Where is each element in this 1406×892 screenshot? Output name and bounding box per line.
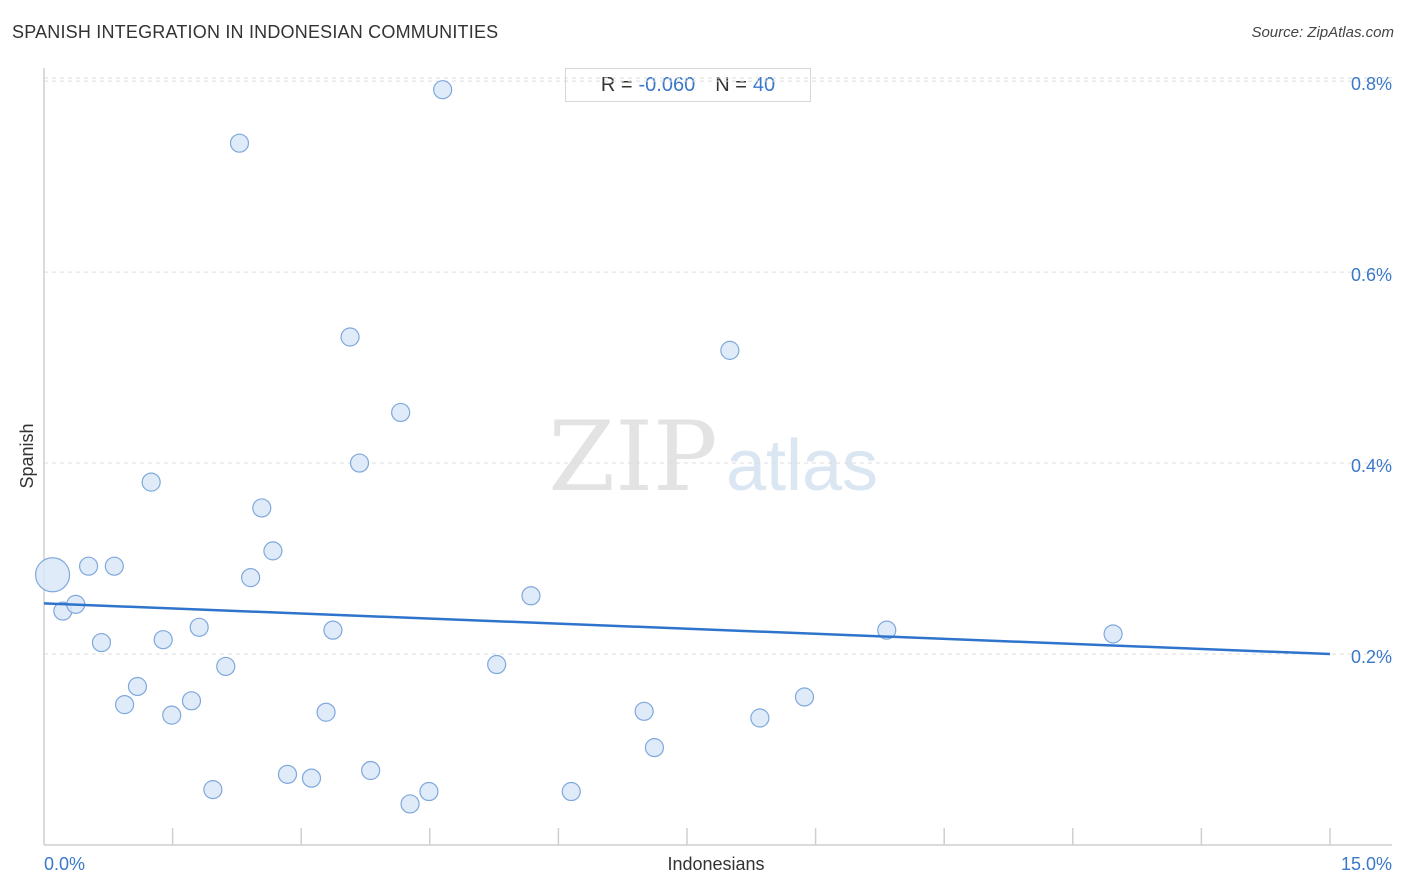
data-point xyxy=(203,780,223,800)
y-tick-labels: 0.8% 0.6% 0.4% 0.2% xyxy=(1351,74,1392,667)
source-label: Source: ZipAtlas.com xyxy=(1251,24,1394,41)
data-point xyxy=(252,498,272,518)
data-point xyxy=(794,687,815,707)
x-tick-label: 15.0% xyxy=(1341,854,1392,874)
data-point xyxy=(127,676,148,697)
y-axis-label: Spanish xyxy=(17,423,37,488)
watermark-zip: ZIP xyxy=(548,401,717,513)
data-point xyxy=(114,695,135,715)
n-label: N = xyxy=(715,73,747,96)
data-point xyxy=(419,781,439,802)
y-tick-label: 0.8% xyxy=(1351,74,1392,94)
stats-box: R = -0.060 N = 40 xyxy=(565,68,811,102)
data-point xyxy=(263,541,283,561)
x-tick-labels: 0.0% 15.0% xyxy=(44,854,1392,874)
data-point xyxy=(189,617,209,637)
data-point xyxy=(91,632,112,653)
r-label: R = xyxy=(600,73,633,96)
n-value: 40 xyxy=(752,73,776,96)
data-point xyxy=(34,557,71,593)
data-point xyxy=(181,691,202,711)
axes xyxy=(43,68,1392,846)
data-point xyxy=(361,760,381,781)
data-point xyxy=(301,768,322,788)
y-tick-label: 0.2% xyxy=(1351,647,1392,667)
data-point xyxy=(316,702,336,722)
trend-line xyxy=(43,602,1331,656)
data-point xyxy=(78,556,99,576)
data-point xyxy=(400,794,420,814)
data-point xyxy=(216,656,236,677)
data-point xyxy=(644,738,665,758)
data-point xyxy=(277,764,298,784)
data-point xyxy=(162,705,182,725)
data-point xyxy=(1103,624,1123,644)
data-point xyxy=(877,620,897,640)
data-point xyxy=(104,556,124,576)
data-points xyxy=(34,80,1123,814)
chart-title: SPANISH INTEGRATION IN INDONESIAN COMMUN… xyxy=(12,22,499,42)
x-tick-label: 0.0% xyxy=(44,854,85,874)
data-point xyxy=(323,620,343,640)
data-point xyxy=(391,402,411,423)
x-ticks xyxy=(171,828,1331,845)
watermark-atlas: atlas xyxy=(726,426,878,506)
grid xyxy=(44,77,1392,655)
y-tick-label: 0.4% xyxy=(1351,456,1392,476)
data-point xyxy=(750,708,770,728)
data-point xyxy=(433,80,453,100)
data-point xyxy=(487,654,507,675)
data-point xyxy=(229,133,250,153)
data-point xyxy=(634,701,654,721)
data-point xyxy=(241,568,261,588)
data-point xyxy=(521,586,541,606)
watermark: ZIP atlas xyxy=(548,401,878,513)
data-point xyxy=(153,630,173,650)
data-point xyxy=(561,781,581,802)
x-axis-label: Indonesians xyxy=(667,854,764,874)
data-point xyxy=(349,453,370,473)
data-point xyxy=(141,472,161,492)
data-point xyxy=(340,327,360,347)
data-point xyxy=(720,340,740,360)
y-tick-label: 0.6% xyxy=(1351,265,1392,285)
r-value: -0.060 xyxy=(638,73,696,96)
